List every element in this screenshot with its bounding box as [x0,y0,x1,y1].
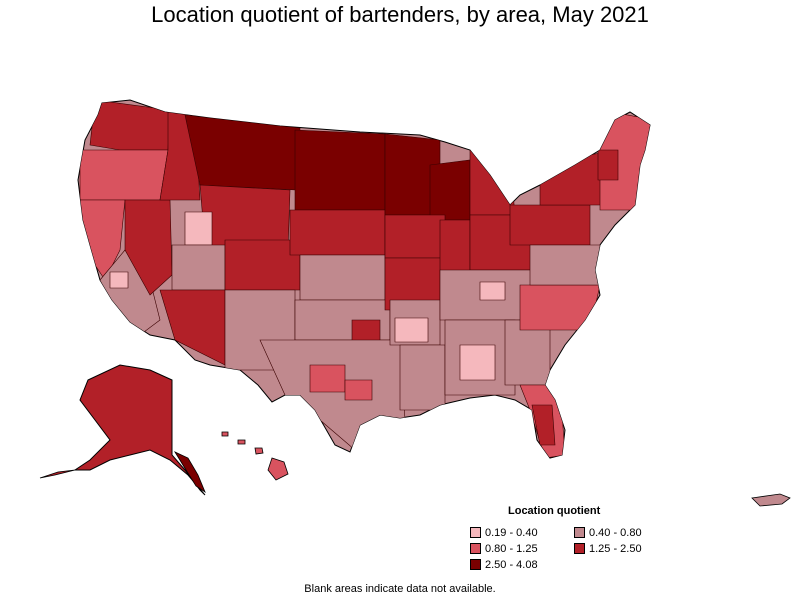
region-oregon [79,149,169,201]
legend-swatch [470,527,481,538]
legend-label: 0.80 - 1.25 [485,542,538,555]
hawaii-oahu [237,439,246,445]
region-arkansas-pink [394,317,429,343]
region-dakotas [294,129,386,211]
alaska-peninsula [39,469,76,479]
legend-swatch [574,543,585,554]
hawaii [221,431,289,481]
region-texas-metro-2 [344,379,373,401]
legend-item-0-19-0-40: 0.19 - 0.40 [470,526,574,539]
legend-label: 0.40 - 0.80 [589,526,642,539]
legend-swatch [470,543,481,554]
legend-swatch [574,527,585,538]
contiguous-us [77,99,651,459]
legend-item-0-40-0-80: 0.40 - 0.80 [574,526,674,539]
region-kansas [299,254,386,301]
hawaii-kauai [221,431,229,437]
hawaii-maui [254,447,264,455]
region-nebraska [289,209,386,256]
region-colorado [224,239,301,291]
region-vermont [597,149,619,181]
region-utah-pink [184,211,213,246]
map-legend: Location quotient 0.19 - 0.40 0.40 - 0.8… [470,505,720,571]
alaska [39,364,206,496]
region-virginia [529,244,601,286]
legend-title: Location quotient [508,505,601,517]
alaska-southeast [173,451,206,494]
region-kentucky-pink [479,281,506,301]
region-iowa [384,214,446,259]
region-carolinas [519,284,601,331]
legend-label: 1.25 - 2.50 [589,542,642,555]
footnote: Blank areas indicate data not available. [304,583,496,595]
legend-item-2-50-4-08: 2.50 - 4.08 [470,558,574,571]
region-washington [89,100,171,151]
region-pennsylvania [509,204,591,246]
puerto-rico [751,493,791,507]
legend-item-0-80-1-25: 0.80 - 1.25 [470,542,574,555]
region-utah [171,244,226,291]
hawaii-big-island [267,457,289,481]
region-texas-metro-1 [309,364,346,393]
legend-label: 0.19 - 0.40 [485,526,538,539]
region-louisiana [399,344,446,411]
puerto-rico-island [751,493,791,507]
region-alabama-pink [459,344,496,381]
region-florida-south [531,404,556,446]
region-california-pink [109,271,129,289]
legend-item-1-25-2-50: 1.25 - 2.50 [574,542,674,555]
region-michigan [469,149,516,216]
legend-swatch [470,559,481,570]
region-wisconsin [429,159,471,221]
region-montana [184,114,301,191]
alaska-mainland [73,364,206,496]
legend-label: 2.50 - 4.08 [485,558,538,571]
map-title: Location quotient of bartenders, by area… [151,2,649,27]
